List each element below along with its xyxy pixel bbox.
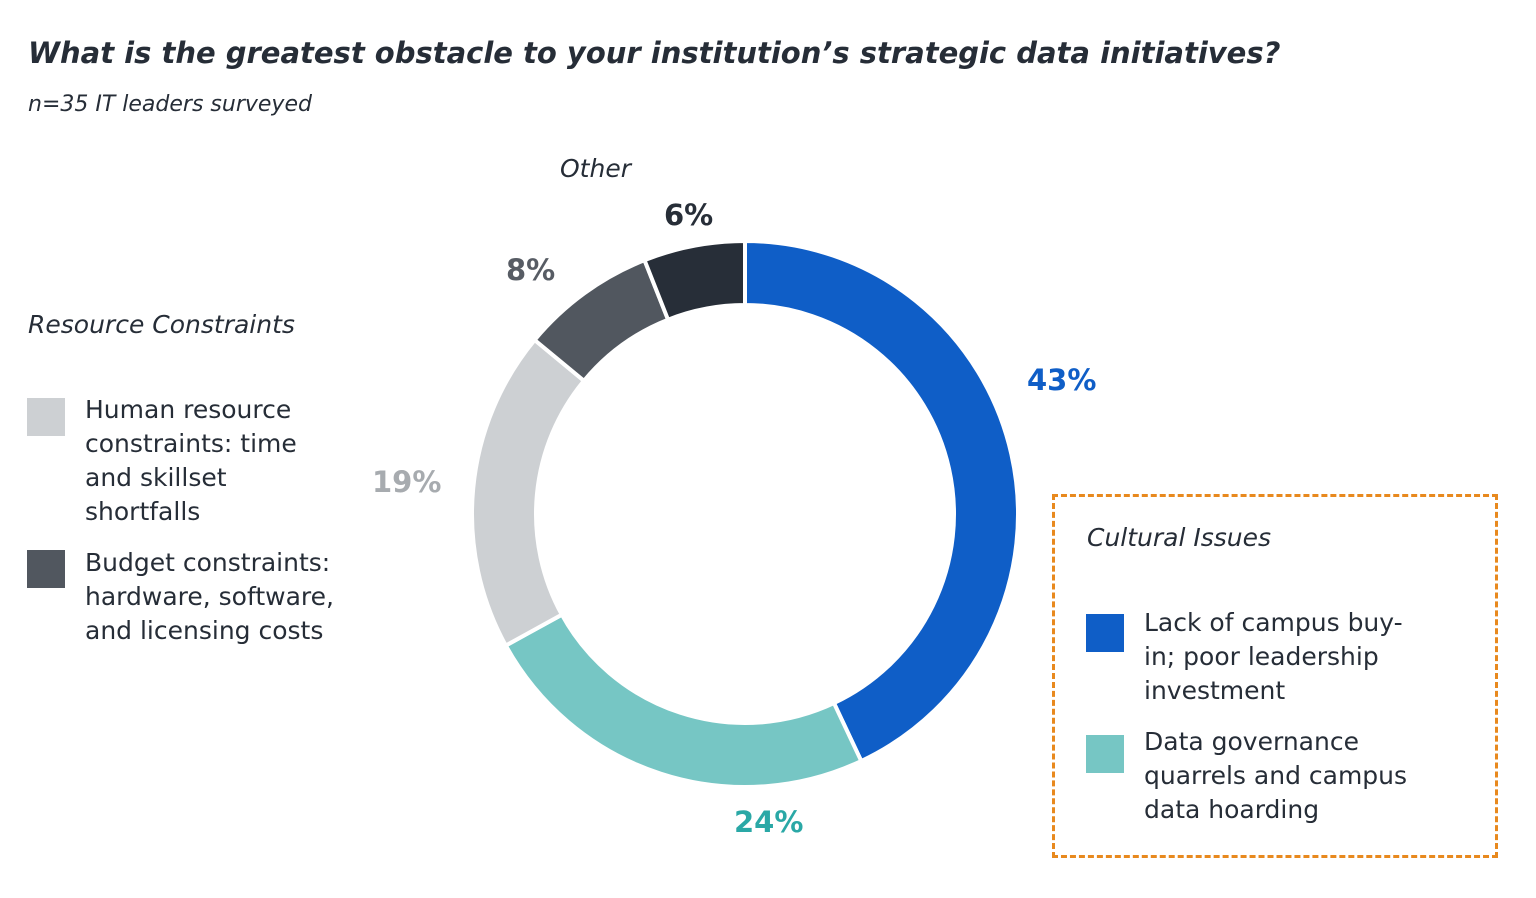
legend-label-human: Human resource constraints: time and ski… <box>85 393 297 529</box>
chart-title: What is the greatest obstacle to your in… <box>28 36 1281 70</box>
data-label-governance: 24% <box>734 805 804 839</box>
donut-slice-0 <box>743 238 1020 764</box>
legend-label-governance: Data governance quarrels and campus data… <box>1144 725 1407 827</box>
legend-swatch-budget <box>27 550 65 588</box>
legend-line: investment <box>1144 676 1286 705</box>
legend-line: Budget constraints: <box>85 548 331 577</box>
cultural-issues-box <box>1052 494 1498 858</box>
legend-line: and licensing costs <box>85 616 324 645</box>
legend-line: shortfalls <box>85 497 201 526</box>
donut-slice-2 <box>470 337 587 649</box>
data-label-budget: 8% <box>506 253 556 287</box>
data-label-other: 6% <box>664 198 714 232</box>
legend-line: constraints: time <box>85 429 297 458</box>
legend-line: Human resource <box>85 395 292 424</box>
donut-slice-1 <box>503 611 864 789</box>
legend-label-budget: Budget constraints: hardware, software, … <box>85 546 334 648</box>
legend-line: hardware, software, <box>85 582 334 611</box>
donut-slice-4 <box>641 238 747 323</box>
group-label-other: Other <box>560 154 631 183</box>
group-label-resource: Resource Constraints <box>28 310 295 339</box>
group-label-cultural: Cultural Issues <box>1087 523 1272 552</box>
legend-line: and skillset <box>85 463 227 492</box>
legend-label-buyin: Lack of campus buy- in; poor leadership … <box>1144 606 1403 708</box>
legend-line: quarrels and campus <box>1144 761 1408 790</box>
data-label-buyin: 43% <box>1027 363 1097 397</box>
legend-line: in; poor leadership <box>1144 642 1379 671</box>
legend-swatch-human <box>27 398 65 436</box>
legend-swatch-buyin <box>1086 614 1124 652</box>
data-label-human: 19% <box>372 465 442 499</box>
legend-swatch-governance <box>1086 735 1124 773</box>
legend-line: data hoarding <box>1144 795 1320 824</box>
legend-line: Data governance <box>1144 727 1359 756</box>
chart-subtitle: n=35 IT leaders surveyed <box>28 92 312 117</box>
legend-line: Lack of campus buy- <box>1144 608 1403 637</box>
